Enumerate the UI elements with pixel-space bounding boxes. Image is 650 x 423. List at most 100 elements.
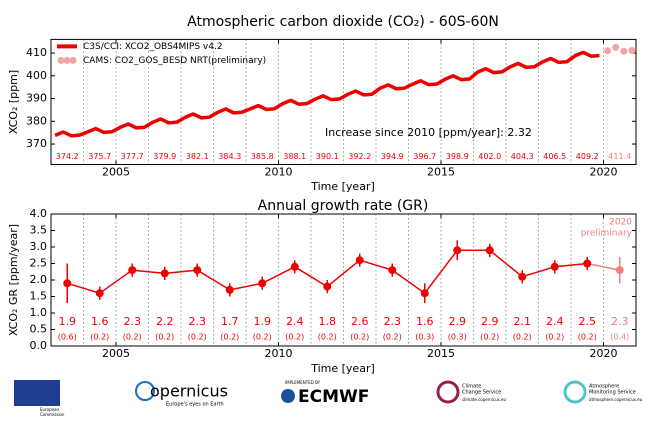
y-tick-label: 370 (26, 137, 47, 150)
data-label: 2.4 (286, 315, 304, 328)
x-tick-label: 2020 (590, 347, 618, 360)
data-label: 2.3 (611, 315, 629, 328)
connector (522, 266, 555, 278)
data-label: 2.9 (481, 315, 499, 328)
data-label: 385.8 (251, 152, 274, 161)
logo-text: atmosphere.copernicus.eu (589, 397, 643, 402)
cams-logo (563, 380, 587, 404)
logo-text: IMPLEMENTED BY (285, 380, 321, 385)
plot-frame (50, 38, 637, 165)
legend-swatch (69, 56, 77, 64)
error-label: (0.2) (188, 333, 207, 342)
x-tick-label: 2005 (102, 166, 130, 179)
data-point (615, 266, 624, 275)
annotation: 2020 (609, 218, 632, 228)
data-point (550, 262, 559, 271)
data-label: 404.3 (511, 152, 534, 161)
connector (359, 259, 393, 271)
data-point (63, 279, 72, 288)
c3s-logo (436, 380, 460, 404)
data-point (485, 246, 494, 255)
data-label: 375.7 (88, 152, 111, 161)
data-line (54, 50, 600, 138)
data-label: 411.4 (608, 152, 631, 161)
legend-label: CAMS: CO2_GOS_BESD NRT(preliminary) (83, 56, 266, 66)
data-label: 388.1 (283, 152, 306, 161)
y-tick-label: 0.0 (30, 339, 48, 352)
data-label: 379.9 (153, 152, 176, 161)
logos: European Commission opernicus Europe's e… (14, 380, 643, 417)
data-point (453, 246, 462, 255)
legend-swatch (57, 56, 65, 64)
connector (554, 262, 588, 268)
data-point (583, 259, 592, 268)
data-label: 377.7 (121, 152, 144, 161)
data-point (193, 266, 202, 275)
error-label: (0.2) (513, 333, 532, 342)
data-label: 1.8 (319, 315, 337, 328)
y-tick-label: 1.0 (30, 306, 48, 319)
data-label: 1.9 (254, 315, 272, 328)
annotation: Increase since 2010 [ppm/year]: 2.32 (325, 126, 532, 139)
y-tick-label: 1.5 (30, 290, 48, 303)
data-label: 2.3 (189, 315, 207, 328)
y-tick-label: 3.5 (30, 224, 48, 237)
error-label: (0.2) (350, 333, 369, 342)
data-label: 402.0 (478, 152, 501, 161)
logo-text: Change Service (462, 390, 501, 396)
data-point (628, 47, 636, 55)
data-point (290, 262, 299, 271)
connector (326, 259, 361, 288)
logo-text: Europe's eyes on Earth (166, 402, 224, 408)
data-label: 2.2 (156, 315, 174, 328)
data-point (620, 47, 628, 55)
connector (294, 266, 328, 288)
connector (132, 269, 165, 275)
data-label: 382.1 (186, 152, 209, 161)
error-label: (0.2) (285, 333, 304, 342)
logo-text: opernicus (150, 382, 228, 401)
x-tick-label: 2010 (265, 347, 293, 360)
data-label: 398.9 (446, 152, 469, 161)
error-label: (0.2) (90, 333, 109, 342)
error-label: (0.2) (545, 333, 564, 342)
logo-text: Commission (40, 412, 65, 417)
logo-text: Monitoring Service (589, 390, 636, 396)
x-tick-label: 2010 (265, 166, 293, 179)
error-label: (0.2) (578, 333, 597, 342)
data-label: 1.9 (59, 315, 77, 328)
y-axis-label: XCO₂ [ppm] (7, 70, 20, 134)
y-tick-label: 390 (26, 92, 47, 105)
data-label: 2.4 (546, 315, 564, 328)
data-point (323, 282, 332, 291)
data-label: 2.1 (514, 315, 532, 328)
connector (489, 249, 523, 278)
y-tick-label: 2.5 (30, 257, 48, 270)
y-tick-label: 0.5 (30, 323, 48, 336)
logo-text: ECMWF (298, 387, 369, 407)
data-label: 2.6 (351, 315, 369, 328)
error-label: (0.2) (480, 333, 499, 342)
connector (424, 249, 458, 294)
x-tick-label: 2005 (102, 347, 130, 360)
data-label: 2.3 (124, 315, 142, 328)
data-point (160, 269, 169, 278)
y-axis-label: XCO₂ GR [ppm/year] (7, 224, 20, 336)
legend-label: C3S/CCI: XCO2_OBS4MIPS v4.2 (83, 42, 223, 52)
data-label: 394.9 (381, 152, 404, 161)
data-label: 1.7 (221, 315, 239, 328)
logo-text: Climate (462, 384, 481, 390)
data-point (225, 285, 234, 294)
error-label: (0.2) (123, 333, 142, 342)
copernicus-logo (135, 381, 155, 401)
data-label: 384.3 (218, 152, 241, 161)
error-label: (0.3) (415, 333, 434, 342)
x-axis-label: Time [year] (310, 180, 375, 193)
data-point (355, 256, 364, 265)
connector (67, 282, 100, 294)
data-label: 396.7 (413, 152, 436, 161)
connector (261, 266, 296, 284)
connector (587, 262, 620, 271)
error-label: (0.2) (318, 333, 337, 342)
x-tick-label: 2015 (427, 347, 455, 360)
